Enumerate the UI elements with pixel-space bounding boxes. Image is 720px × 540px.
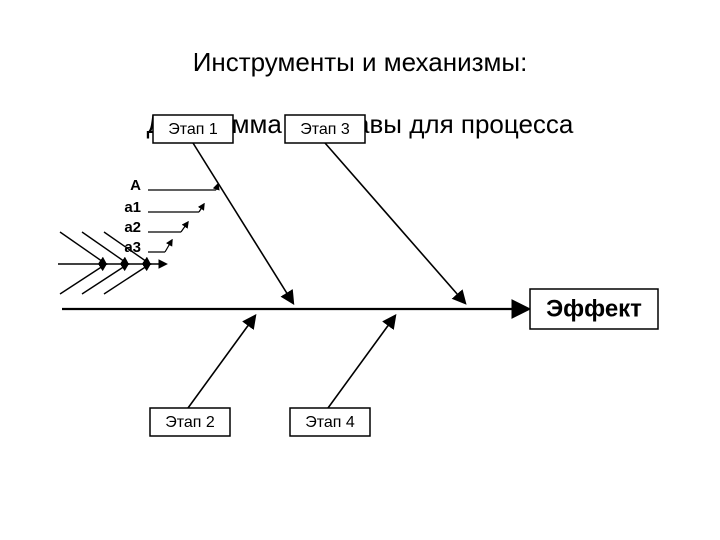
tail-fin-3	[82, 264, 128, 294]
subcause-label-2: a2	[124, 219, 141, 236]
subcause-join-0	[216, 184, 218, 190]
subcause-join-3	[165, 240, 172, 252]
stage4-bone	[328, 316, 395, 408]
stage3-label: Этап 3	[300, 121, 350, 138]
tail-fin-5	[104, 264, 150, 294]
subcause-label-0: А	[130, 177, 141, 194]
effect-label: Эффект	[546, 295, 642, 322]
subcause-join-2	[181, 222, 188, 232]
tail-fin-2	[82, 232, 128, 264]
stage2-bone	[188, 316, 255, 408]
ishikawa-diagram: ЭффектЭтап 1Этап 3Этап 2Этап 4Аa1a2a3	[0, 0, 720, 540]
tail-fin-1	[60, 264, 106, 294]
stage1-label: Этап 1	[168, 121, 218, 138]
subcause-join-1	[199, 204, 204, 212]
stage1-bone	[193, 143, 293, 303]
tail-fin-4	[104, 232, 150, 264]
stage3-bone	[325, 143, 465, 303]
stage2-label: Этап 2	[165, 414, 215, 431]
subcause-label-1: a1	[124, 199, 141, 216]
stage4-label: Этап 4	[305, 414, 355, 431]
tail-fin-0	[60, 232, 106, 264]
